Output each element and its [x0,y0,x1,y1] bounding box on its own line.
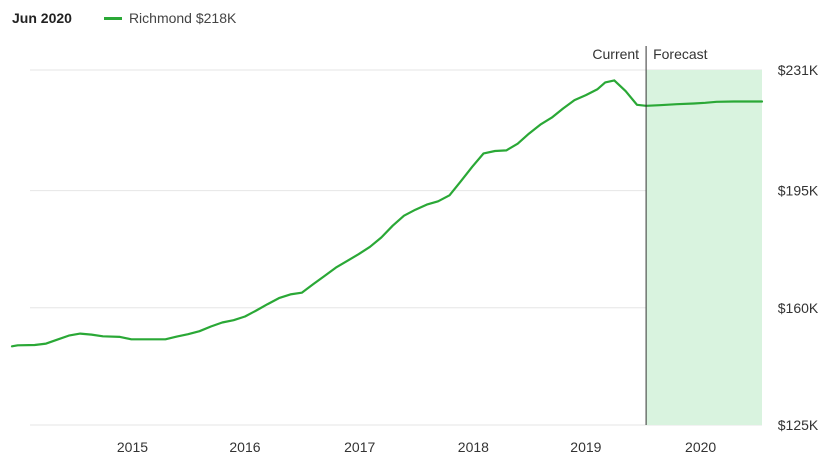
x-tick-label: 2019 [570,439,601,455]
forecast-label: Forecast [653,46,708,62]
x-tick-label: 2016 [229,439,260,455]
legend-swatch [103,16,122,20]
hover-date-label: Jun 2020 [12,10,72,26]
y-tick-label: $195K [778,183,819,199]
y-axis: $231K $195K $160K $125K [778,62,819,433]
x-axis: 2015 2016 2017 2018 2019 2020 [117,439,717,455]
y-tick-label: $125K [778,417,819,433]
y-tick-label: $231K [778,62,819,78]
forecast-shading [646,70,762,425]
x-tick-label: 2018 [458,439,489,455]
legend-item-richmond[interactable]: Richmond $218K [103,10,237,26]
forecast-region [646,70,762,425]
x-tick-label: 2017 [344,439,375,455]
chart-header: Jun 2020 Richmond $218K [12,8,236,28]
series-line-richmond [10,79,764,348]
current-label: Current [592,46,639,62]
series-layer [10,79,764,348]
current-forecast-marker: Current Forecast [592,46,708,425]
legend-label: Richmond $218K [128,10,237,26]
y-tick-label: $160K [778,300,819,316]
x-tick-label: 2015 [117,439,148,455]
x-tick-label: 2020 [685,439,716,455]
grid-lines [30,69,762,426]
